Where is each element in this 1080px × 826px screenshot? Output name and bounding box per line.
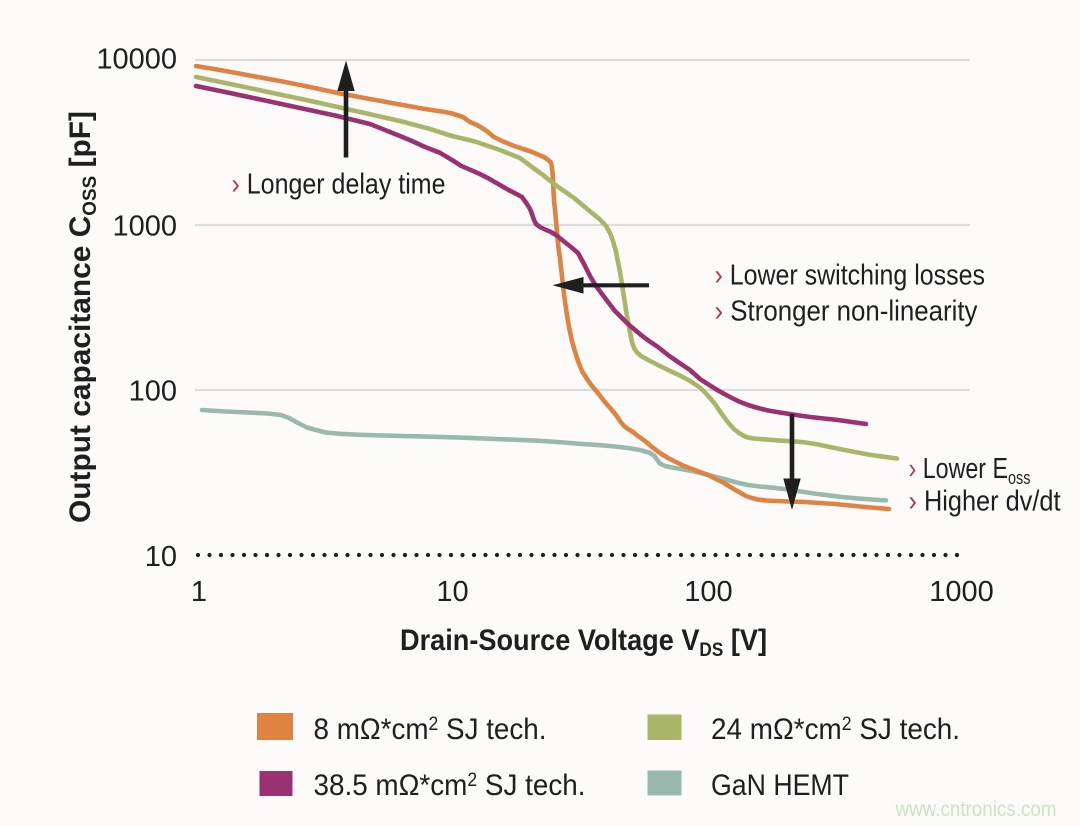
svg-text:› Lower switching losses: › Lower switching losses <box>715 260 986 292</box>
svg-text:› Lower Eoss: › Lower Eoss <box>909 453 1031 488</box>
svg-text:Output capacitance COSS [pF]: Output capacitance COSS [pF] <box>64 111 101 523</box>
svg-text:100: 100 <box>129 376 177 408</box>
svg-text:38.5 mΩ*cm2 SJ tech.: 38.5 mΩ*cm2 SJ tech. <box>314 769 586 802</box>
svg-text:10: 10 <box>145 541 177 573</box>
svg-text:1: 1 <box>191 576 207 608</box>
svg-text:1000: 1000 <box>929 576 994 608</box>
svg-text:24 mΩ*cm2 SJ tech.: 24 mΩ*cm2 SJ tech. <box>711 713 960 746</box>
svg-text:www.cntronics.com: www.cntronics.com <box>895 798 1057 821</box>
svg-text:› Higher dv/dt: › Higher dv/dt <box>909 486 1061 518</box>
svg-text:1000: 1000 <box>112 211 177 243</box>
svg-text:› Longer delay time: › Longer delay time <box>232 169 446 201</box>
svg-text:› Stronger non-linearity: › Stronger non-linearity <box>715 296 978 328</box>
svg-text:GaN HEMT: GaN HEMT <box>711 769 849 802</box>
svg-text:10: 10 <box>436 576 468 608</box>
svg-text:100: 100 <box>684 576 732 608</box>
svg-text:10000: 10000 <box>96 44 177 76</box>
